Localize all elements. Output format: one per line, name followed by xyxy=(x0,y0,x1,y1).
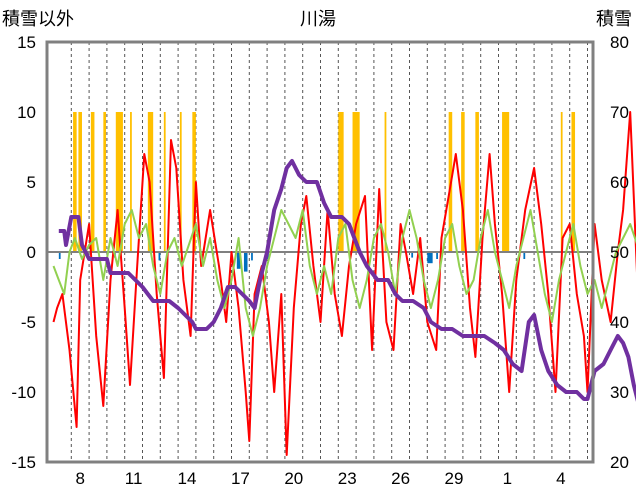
bar xyxy=(103,112,107,252)
right-axis-ticks: 80 70 60 50 40 30 20 xyxy=(610,33,629,472)
x-axis-ticks: 8 11 14 17 20 23 26 29 1 4 xyxy=(75,469,565,488)
right-tick-label: 30 xyxy=(610,383,629,402)
series-line xyxy=(52,209,636,337)
bar xyxy=(352,112,360,252)
x-tick-label: 29 xyxy=(445,469,464,488)
right-axis-title: 積雪 xyxy=(596,9,632,29)
bar xyxy=(411,252,414,258)
bar xyxy=(427,252,433,264)
bar xyxy=(523,252,526,259)
bar xyxy=(163,112,166,252)
x-tick-label: 1 xyxy=(503,469,512,488)
left-tick-label: -5 xyxy=(21,313,36,332)
snow-depth-line xyxy=(58,159,636,402)
plot-frame xyxy=(45,40,595,464)
bar xyxy=(158,252,161,261)
bar xyxy=(502,112,510,252)
bar xyxy=(461,112,465,252)
left-axis-ticks: 15 10 5 0 -5 -10 -15 xyxy=(11,33,36,472)
left-tick-label: -15 xyxy=(11,453,36,472)
x-tick-label: 4 xyxy=(556,469,565,488)
x-tick-label: 23 xyxy=(338,469,357,488)
series-line xyxy=(52,111,636,456)
bar xyxy=(130,112,132,252)
right-tick-label: 70 xyxy=(610,103,629,122)
bar xyxy=(58,252,61,259)
right-tick-label: 20 xyxy=(610,453,629,472)
chart-title: 川湯 xyxy=(300,9,336,29)
left-tick-label: 15 xyxy=(17,33,36,52)
left-tick-label: 0 xyxy=(27,243,36,262)
x-tick-label: 8 xyxy=(75,469,84,488)
x-tick-label: 17 xyxy=(231,469,250,488)
x-tick-label: 11 xyxy=(125,469,143,488)
right-tick-label: 50 xyxy=(610,243,629,262)
bar xyxy=(338,112,344,252)
left-tick-label: 5 xyxy=(27,173,36,192)
left-axis-title: 積雪以外 xyxy=(2,9,74,29)
bar xyxy=(571,112,576,252)
bar xyxy=(78,112,82,252)
bar xyxy=(251,252,253,261)
right-tick-label: 40 xyxy=(610,313,629,332)
bar xyxy=(90,112,95,252)
left-tick-label: 10 xyxy=(17,103,36,122)
bar xyxy=(475,112,479,252)
line-series xyxy=(52,111,636,456)
x-tick-label: 14 xyxy=(178,469,197,488)
bar xyxy=(243,252,248,272)
bar xyxy=(73,112,77,252)
bar xyxy=(115,112,123,252)
bar xyxy=(236,252,241,269)
right-tick-label: 60 xyxy=(610,173,629,192)
x-tick-label: 20 xyxy=(284,469,303,488)
bar xyxy=(179,112,182,252)
right-tick-label: 80 xyxy=(610,33,629,52)
left-tick-label: -10 xyxy=(11,383,36,402)
x-tick-label: 26 xyxy=(391,469,410,488)
bar xyxy=(436,252,438,259)
bar xyxy=(384,112,387,252)
bar xyxy=(192,112,196,252)
bar xyxy=(560,112,563,252)
